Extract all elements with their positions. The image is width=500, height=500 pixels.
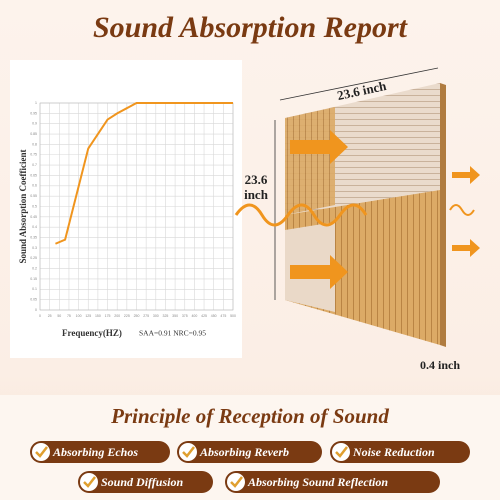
y-tick-label: 0.2 [32,267,37,271]
x-tick-label: 425 [201,314,207,318]
check-mark [83,476,96,488]
y-tick-label: 0.9 [32,122,37,126]
data-line [55,102,233,245]
badge [225,471,440,493]
y-tick-label: 0.25 [30,256,37,260]
x-tick-label: 225 [124,314,130,318]
badge-label: Sound Diffusion [101,475,183,489]
badge-label: Noise Reduction [352,445,435,459]
x-tick-label: 300 [153,314,159,318]
x-tick-label: 350 [172,314,178,318]
y-tick-label: 0.15 [30,277,37,281]
y-tick-label: 0.3 [32,246,37,250]
y-tick-label: 0.5 [32,204,37,208]
x-tick-label: 125 [85,314,91,318]
y-axis-label: Sound Absorption Coefficient [18,149,28,263]
y-tick-label: 0.75 [30,153,37,157]
y-tick-label: 0 [35,308,37,312]
panel-illustration [234,67,480,347]
badge-label: Absorbing Sound Reflection [247,475,388,489]
check-mark [182,446,195,458]
check-mark [230,476,243,488]
x-tick-label: 475 [220,314,226,318]
x-tick-label: 200 [114,314,120,318]
x-tick-label: 325 [163,314,169,318]
check-icon [179,443,197,461]
badge [177,441,322,463]
y-tick-label: 0.1 [32,287,37,291]
x-tick-label: 375 [182,314,188,318]
y-tick-label: 1 [35,101,37,105]
title: Sound Absorption Report [93,11,409,44]
y-tick-label: 0.95 [30,111,37,115]
y-tick-label: 0.45 [30,215,37,219]
badge [78,471,213,493]
y-tick-label: 0.7 [32,163,37,167]
y-tick-label: 0.05 [30,298,37,302]
x-tick-label: 50 [57,314,61,318]
check-mark [335,446,348,458]
check-icon [332,443,350,461]
x-tick-label: 100 [76,314,82,318]
x-tick-label: 275 [143,314,149,318]
check-icon [227,473,245,491]
x-tick-label: 450 [211,314,217,318]
badges: Absorbing Echos Absorbing Reverb Noise Red… [30,441,470,493]
x-tick-label: 150 [95,314,101,318]
x-tick-label: 500 [230,314,236,318]
y-tick-label: 0.4 [32,225,37,229]
y-tick-label: 0.6 [32,184,37,188]
y-tick-label: 0.35 [30,235,37,239]
y-tick-label: 0.65 [30,173,37,177]
check-mark [35,446,48,458]
x-tick-label: 0 [39,314,41,318]
x-axis-label: Frequency(HZ) [62,328,122,338]
height-label: 23.6 [245,172,268,187]
chart: 0 0.05 0.1 0.15 0.2 0.25 0.3 0.35 0.4 0.45 0.5 0.55… [18,101,236,338]
check-icon [32,443,50,461]
annotation: SAA=0.91 NRC=0.95 [139,329,206,338]
y-tick-label: 0.85 [30,132,37,136]
y-tick-label: 0.8 [32,142,37,146]
thickness-label: 0.4 inch [420,358,460,372]
x-tick-label: 175 [105,314,111,318]
y-tick-label: 0.55 [30,194,37,198]
height-label: inch [244,187,269,202]
badge-label: Absorbing Reverb [199,445,289,459]
x-tick-label: 250 [134,314,140,318]
principle-title: Principle of Reception of Sound [110,404,389,428]
check-icon [80,473,98,491]
badge [330,441,470,463]
badge [30,441,170,463]
x-tick-label: 400 [191,314,197,318]
x-tick-label: 25 [48,314,52,318]
x-tick-label: 75 [67,314,71,318]
badge-label: Absorbing Echos [52,445,138,459]
